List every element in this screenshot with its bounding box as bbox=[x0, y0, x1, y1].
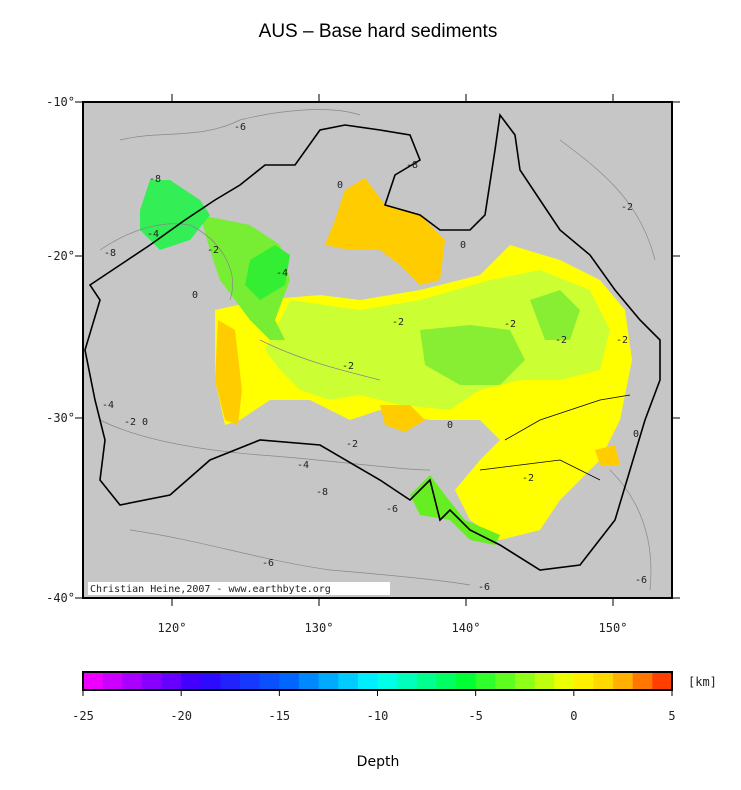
credit: Christian Heine,2007 - www.earthbyte.org bbox=[90, 584, 331, 595]
contour-label: 0 bbox=[142, 417, 148, 428]
colorbar-bin bbox=[102, 672, 123, 690]
map-border bbox=[82, 101, 673, 599]
contour-label: -2 bbox=[207, 245, 219, 256]
colorbar-tick-label: -25 bbox=[72, 709, 94, 723]
contour-label: -8 bbox=[316, 487, 328, 498]
contour-label: 0 bbox=[460, 240, 466, 251]
colorbar-bin bbox=[318, 672, 339, 690]
colorbar-bin bbox=[534, 672, 555, 690]
lon-label: 120° bbox=[158, 621, 187, 635]
colorbar-tick-label: -20 bbox=[170, 709, 192, 723]
contour-label: -8 bbox=[149, 174, 161, 185]
title: AUS – Base hard sediments bbox=[259, 21, 498, 42]
contour-label: -2 bbox=[522, 473, 534, 484]
colorbar-bin bbox=[298, 672, 320, 690]
colorbar-bin bbox=[573, 672, 594, 690]
contour-label: -2 bbox=[621, 202, 633, 213]
colorbar-tick-label: 0 bbox=[570, 709, 577, 723]
credit-box bbox=[88, 582, 390, 595]
contour-label: -4 bbox=[147, 229, 159, 240]
state-borders bbox=[479, 394, 631, 481]
map-frame: Christian Heine,2007 - www.earthbyte.org bbox=[82, 101, 673, 599]
colorbar-bin bbox=[613, 672, 634, 690]
colorbar-bin bbox=[220, 672, 241, 690]
region-green-nw bbox=[140, 180, 210, 250]
contour-label: -6 bbox=[234, 122, 246, 133]
region-green bbox=[200, 215, 290, 340]
colorbar-unit: [km] bbox=[688, 675, 717, 689]
lat-label: -10° bbox=[46, 95, 75, 109]
colorbar-tick-label: -5 bbox=[468, 709, 482, 723]
contour-label: -4 bbox=[276, 268, 288, 279]
colorbar-bin bbox=[122, 672, 143, 690]
region-orange-center bbox=[380, 405, 425, 432]
contour-label: 0 bbox=[192, 290, 198, 301]
colorbar-bin bbox=[200, 672, 221, 690]
colorbar-bin bbox=[377, 672, 398, 690]
contour-label: -2 bbox=[616, 335, 628, 346]
region-green-pilbara bbox=[245, 245, 290, 300]
coastline bbox=[84, 112, 661, 571]
contour-label: -6 bbox=[386, 504, 398, 515]
region-orange-west bbox=[215, 320, 242, 425]
colorbar-bin bbox=[554, 672, 575, 690]
colorbar-bin bbox=[436, 672, 457, 690]
contour-label: 0 bbox=[447, 420, 453, 431]
colorbar-bin bbox=[495, 672, 516, 690]
colorbar-bin bbox=[240, 672, 261, 690]
colorbar-bin bbox=[416, 672, 437, 690]
contour-label: -2 bbox=[342, 361, 354, 372]
contour-label: 0 bbox=[633, 429, 639, 440]
colorbar-label: Depth bbox=[357, 754, 400, 770]
contour-label: -6 bbox=[262, 558, 274, 569]
colorbar-tick-label: -10 bbox=[367, 709, 389, 723]
contour-label: -2 bbox=[346, 439, 358, 450]
contour-label: -8 bbox=[104, 248, 116, 259]
colorbar-tick-label: -15 bbox=[268, 709, 290, 723]
region-orange-north bbox=[325, 178, 445, 285]
colorbar-bin bbox=[475, 672, 496, 690]
contours bbox=[99, 109, 656, 591]
region-orange-se bbox=[595, 445, 620, 465]
colorbar-bin bbox=[456, 672, 477, 690]
colorbar-bin bbox=[397, 672, 418, 690]
colorbar-bin bbox=[161, 672, 182, 690]
colorbar-bin bbox=[514, 672, 536, 690]
lon-label: 150° bbox=[599, 621, 628, 635]
contour-label: -6 bbox=[478, 582, 490, 593]
contour-label: -6 bbox=[635, 575, 647, 586]
colorbar-bin bbox=[632, 672, 653, 690]
contour-label: -4 bbox=[102, 400, 114, 411]
colorbar-bin bbox=[593, 672, 614, 690]
lat-label: -40° bbox=[46, 591, 75, 605]
region-green-east bbox=[530, 290, 580, 340]
colorbar-bin bbox=[652, 672, 673, 690]
colorbar-tick-label: 5 bbox=[668, 709, 675, 723]
contour-label: -2 bbox=[555, 335, 567, 346]
colorbar-bin bbox=[141, 672, 163, 690]
lat-label: -20° bbox=[46, 249, 75, 263]
colorbar-bin bbox=[259, 672, 280, 690]
lat-label: -30° bbox=[46, 411, 75, 425]
contour-label: -4 bbox=[297, 460, 309, 471]
contour-label: -2 bbox=[124, 417, 136, 428]
colorbar-bin bbox=[279, 672, 300, 690]
colorbar-bin bbox=[338, 672, 359, 690]
contour-label: -2 bbox=[392, 317, 404, 328]
contour-label: -8 bbox=[406, 160, 418, 171]
region-green-basin bbox=[420, 325, 525, 385]
lon-label: 130° bbox=[305, 621, 334, 635]
contour-label: 0 bbox=[337, 180, 343, 191]
colorbar-bin bbox=[357, 672, 378, 690]
contour-label: -2 bbox=[504, 319, 516, 330]
colorbar-bin bbox=[181, 672, 202, 690]
lon-label: 140° bbox=[452, 621, 481, 635]
colorbar-bin bbox=[83, 672, 104, 690]
colorbar: -25 -20 -15 -10 -5 0 5 bbox=[72, 671, 676, 723]
